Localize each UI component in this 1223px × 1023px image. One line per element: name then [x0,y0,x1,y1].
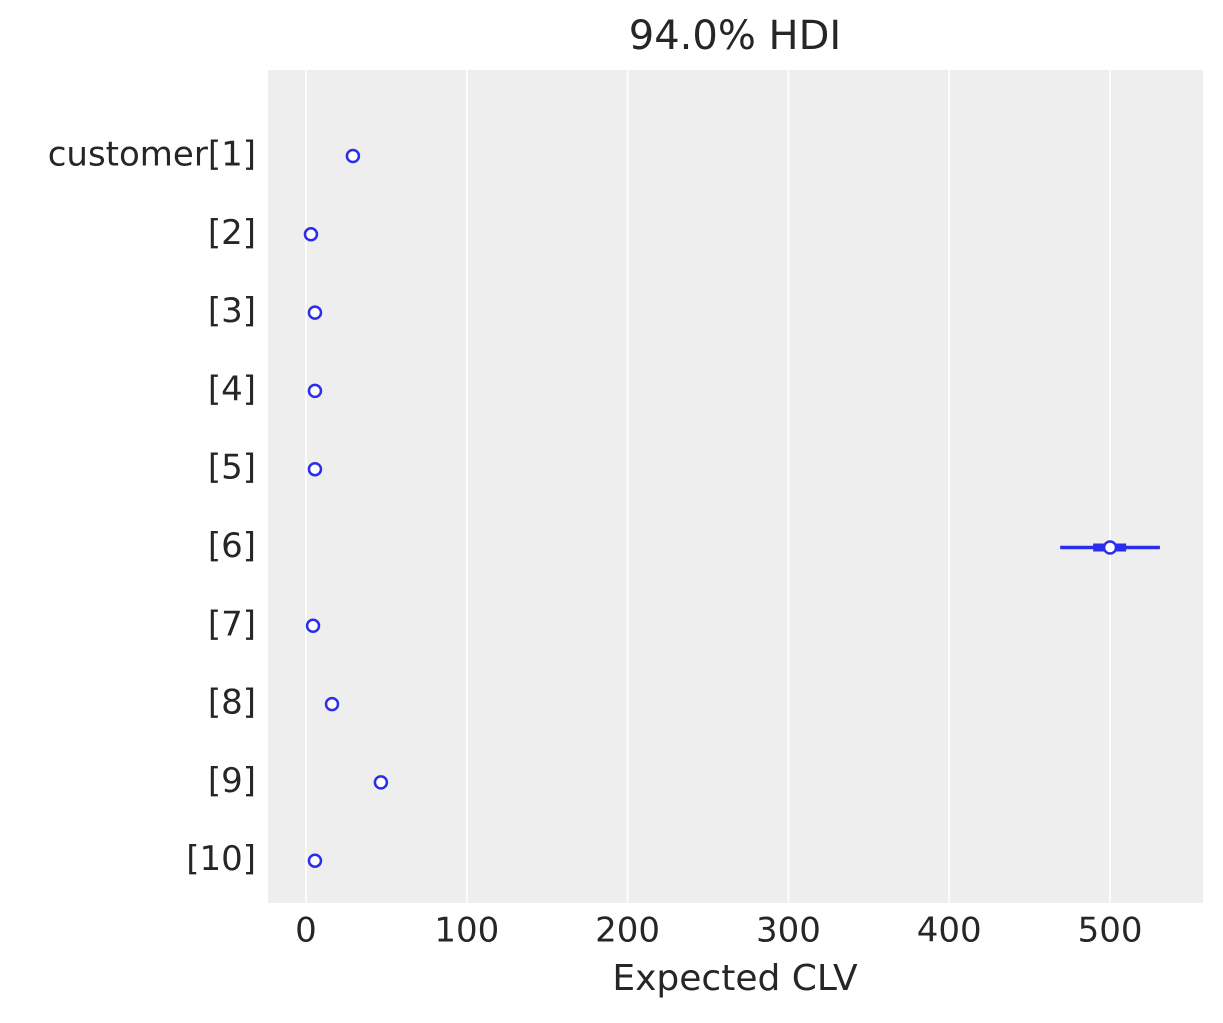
point [373,775,389,790]
x-tick-label: 300 [756,911,821,951]
x-axis-label: Expected CLV [612,958,858,999]
y-tick-label: [10] [186,839,256,879]
x-tick-label: 400 [917,911,982,951]
y-tick-label: customer[1] [48,135,256,175]
y-tick-label: [2] [208,213,256,253]
point [345,148,361,164]
point [303,227,319,242]
y-tick-label: [7] [208,604,256,644]
point [324,696,340,712]
point [1102,540,1118,555]
y-tick-label: [4] [208,369,256,409]
x-tick-label: 200 [595,911,660,951]
x-tick-label: 500 [1078,911,1143,951]
point [307,461,323,477]
point [305,618,321,634]
x-tick-label: 100 [434,911,499,951]
point [307,853,323,868]
y-tick-label: [9] [208,761,256,801]
x-tick-label: 0 [295,911,317,951]
y-tick-label: [8] [208,683,256,723]
chart-title: 94.0% HDI [629,13,841,59]
y-tick-label: [3] [208,291,256,331]
plot-area [268,70,1203,903]
y-tick-label: [5] [208,448,256,488]
point [307,305,323,320]
y-tick-label: [6] [208,526,256,566]
point [307,383,323,399]
